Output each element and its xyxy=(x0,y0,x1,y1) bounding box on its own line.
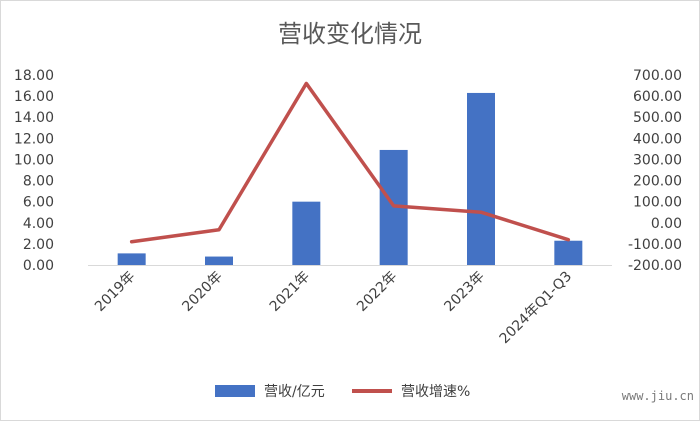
line-series xyxy=(129,81,571,244)
right-tick-label: -200.00 xyxy=(628,258,682,274)
bar xyxy=(554,240,583,265)
left-tick-label: 10.00 xyxy=(14,152,54,168)
bar xyxy=(292,201,321,265)
bar xyxy=(117,253,146,265)
left-tick-label: 0.00 xyxy=(23,258,54,274)
right-tick-label: 100.00 xyxy=(633,195,682,211)
left-tick-label: 18.00 xyxy=(14,68,54,84)
growth-line xyxy=(129,81,571,244)
right-tick-label: 700.00 xyxy=(633,68,682,84)
right-tick-label: 400.00 xyxy=(633,131,682,147)
left-tick-label: 6.00 xyxy=(23,195,54,211)
right-tick-label: 600.00 xyxy=(633,89,682,105)
legend-label-bar: 营收/亿元 xyxy=(264,384,325,400)
left-tick-label: 2.00 xyxy=(23,237,54,253)
legend-swatch-bar xyxy=(215,385,255,397)
right-axis: -200.00 -100.00 0.00 100.00 200.00 300.00 400.… xyxy=(628,68,682,274)
right-tick-label: 500.00 xyxy=(633,110,682,126)
left-tick-label: 16.00 xyxy=(14,89,54,105)
right-tick-label: 200.00 xyxy=(633,174,682,190)
bar xyxy=(205,256,233,265)
left-tick-label: 4.00 xyxy=(23,216,54,232)
right-tick-label: 300.00 xyxy=(633,152,682,168)
bar xyxy=(467,92,495,265)
chart-title: 营收变化情况 xyxy=(278,20,422,48)
left-tick-label: 12.00 xyxy=(14,131,54,147)
legend: 营收/亿元 营收增速% xyxy=(215,384,470,400)
watermark: www.jiu.cn xyxy=(622,389,694,403)
bar-series xyxy=(117,92,583,265)
legend-label-line: 营收增速% xyxy=(401,384,470,400)
left-axis: 0.00 2.00 4.00 6.00 8.00 10.00 12.00 14.00 16.00… xyxy=(14,68,612,274)
right-tick-label: 0.00 xyxy=(651,216,682,232)
left-tick-label: 8.00 xyxy=(23,174,54,190)
left-tick-label: 14.00 xyxy=(14,110,54,126)
right-tick-label: -100.00 xyxy=(628,237,682,253)
